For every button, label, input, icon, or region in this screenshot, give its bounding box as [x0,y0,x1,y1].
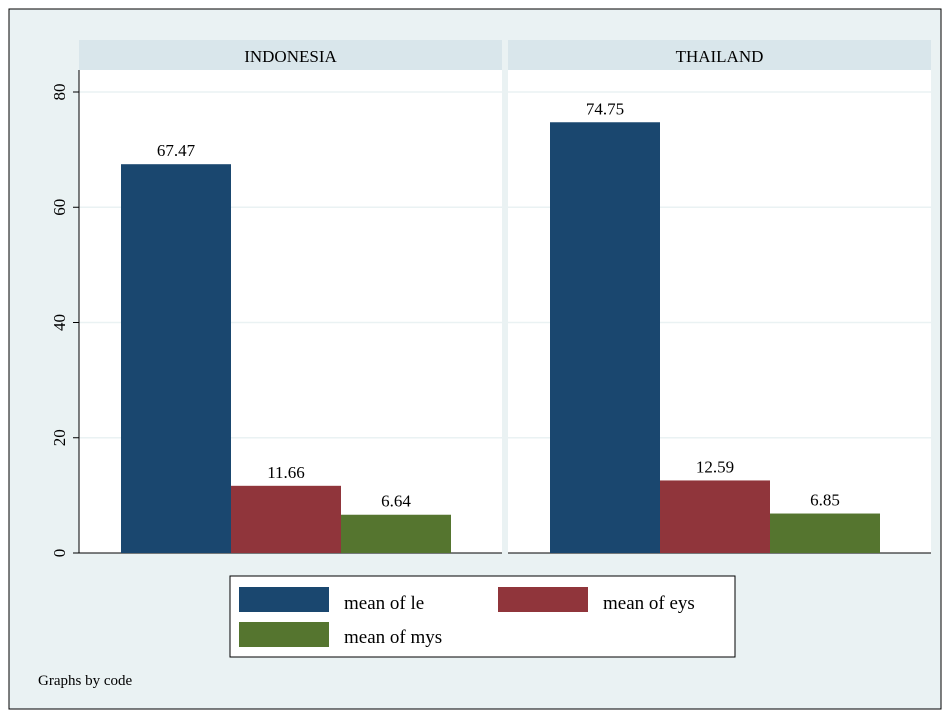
panels-group: INDONESIA 67.47 11.66 6.64 THAILAND 74.75 12.5… [50,40,931,557]
legend: mean of le mean of eys mean of mys [229,575,736,658]
legend-label: mean of le [344,593,424,614]
data-label: 6.64 [381,492,411,511]
y-tick-label: 0 [50,549,69,558]
bar [231,485,341,553]
data-label: 12.59 [696,457,734,476]
data-label: 74.75 [586,99,624,118]
legend-item: mean of mys [239,622,442,648]
y-tick-label: 20 [50,429,69,446]
bar [341,514,451,553]
data-label: 6.85 [810,491,840,510]
panel-header [508,40,931,70]
bar [770,513,880,553]
bar [550,122,660,554]
y-tick-label: 60 [50,199,69,216]
legend-label: mean of mys [344,627,442,648]
bar [660,480,770,553]
panel-indonesia: INDONESIA 67.47 11.66 6.64 [79,40,502,554]
y-tick-label: 40 [50,314,69,331]
y-tick-label: 80 [50,84,69,101]
bar [121,164,231,553]
legend-item: mean of le [239,587,424,614]
panel-thailand: THAILAND 74.75 12.59 6.85 [508,40,931,554]
panel-title: INDONESIA [244,47,337,66]
legend-label: mean of eys [603,593,695,614]
graph-note: Graphs by code [38,673,132,689]
data-label: 11.66 [267,463,305,482]
legend-swatch [498,587,588,612]
legend-swatch [239,587,329,612]
panel-header [79,40,502,70]
y-axis: 0 20 40 60 80 [50,70,80,558]
data-label: 67.47 [157,141,196,160]
panel-title: THAILAND [676,47,764,66]
legend-swatch [239,622,329,647]
legend-item: mean of eys [498,587,695,614]
